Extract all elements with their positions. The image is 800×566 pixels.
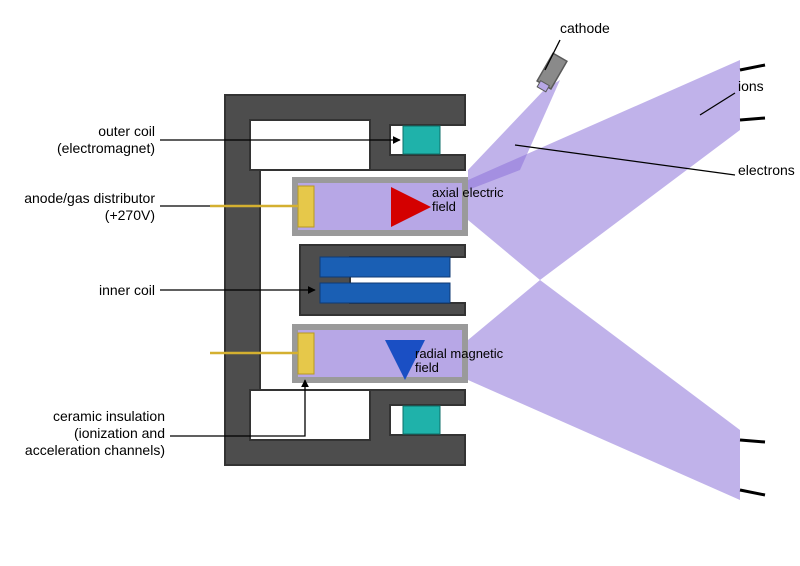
label-axial: axial electric field: [432, 186, 522, 215]
center-pole: [300, 245, 465, 315]
label-radial: radial magnetic field: [415, 347, 525, 376]
anode-top: [298, 186, 314, 227]
inner-coil-bottom: [320, 283, 450, 303]
plume-ions: [468, 60, 740, 500]
outer-coil-top: [403, 126, 440, 154]
outer-coil-bottom: [403, 406, 440, 434]
label-anode: anode/gas distributor (+270V): [0, 190, 155, 224]
label-cathode: cathode: [560, 20, 610, 37]
label-inner-coil: inner coil: [0, 282, 155, 299]
label-outer-coil: outer coil (electromagnet): [0, 123, 155, 157]
label-ions: ions: [738, 78, 764, 95]
inner-coil-top: [320, 257, 450, 277]
label-electrons: electrons: [738, 162, 795, 179]
anode-bottom: [298, 333, 314, 374]
label-channel: ceramic insulation (ionization and accel…: [0, 408, 165, 458]
